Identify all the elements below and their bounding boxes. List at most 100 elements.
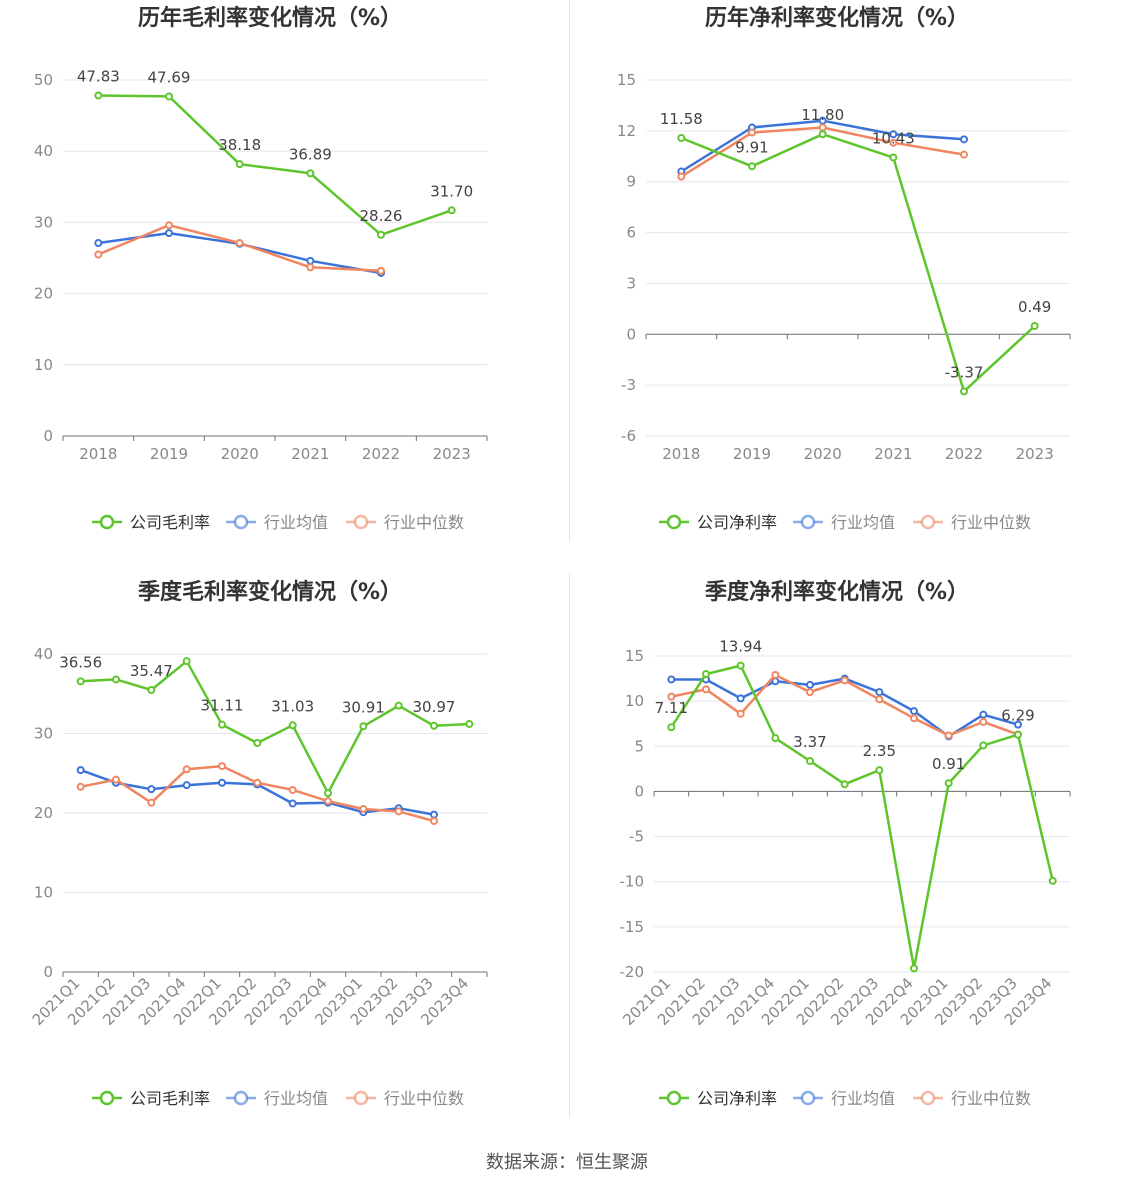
legend-label: 行业中位数 bbox=[384, 513, 464, 532]
data-point bbox=[465, 719, 474, 728]
data-point bbox=[306, 256, 315, 265]
legend-item: 公司净利率 bbox=[659, 1089, 777, 1108]
data-label: 31.11 bbox=[201, 697, 244, 715]
data-label: 2.35 bbox=[863, 742, 896, 760]
y-tick-label: 15 bbox=[617, 71, 636, 89]
data-point bbox=[889, 130, 898, 139]
y-tick-label: -20 bbox=[620, 963, 645, 981]
data-label: 11.80 bbox=[801, 106, 844, 124]
data-point bbox=[76, 677, 85, 686]
legend-label: 行业均值 bbox=[264, 513, 328, 532]
legend-item: 公司净利率 bbox=[659, 513, 777, 532]
data-point bbox=[840, 780, 849, 789]
series-line bbox=[80, 659, 470, 795]
x-tick-label: 2021 bbox=[291, 445, 329, 463]
y-tick-label: 50 bbox=[34, 71, 53, 89]
data-point bbox=[944, 731, 953, 740]
data-label: 30.91 bbox=[342, 698, 385, 716]
y-tick-label: 0 bbox=[626, 325, 636, 343]
legend-label: 行业均值 bbox=[831, 513, 895, 532]
legend-item: 行业中位数 bbox=[913, 513, 1031, 532]
data-point bbox=[748, 162, 756, 171]
data-point bbox=[218, 762, 226, 771]
data-label: 11.58 bbox=[660, 110, 703, 128]
legend-item: 行业均值 bbox=[226, 513, 328, 532]
data-point bbox=[960, 135, 968, 144]
data-point bbox=[736, 694, 745, 703]
chart-title: 季度净利率变化情况（%） bbox=[705, 579, 969, 605]
data-label: -3.37 bbox=[945, 363, 984, 381]
y-tick-label: -10 bbox=[620, 873, 645, 891]
data-point bbox=[306, 263, 315, 272]
data-point bbox=[76, 782, 85, 791]
data-point bbox=[253, 739, 262, 748]
data-label: 30.97 bbox=[413, 698, 456, 716]
data-point bbox=[377, 230, 385, 239]
legend-marker bbox=[353, 1090, 369, 1106]
legend-marker bbox=[233, 1090, 249, 1106]
data-point bbox=[1014, 730, 1022, 739]
data-point bbox=[748, 128, 756, 137]
x-tick-label: 2023 bbox=[433, 445, 471, 463]
data-point bbox=[889, 138, 898, 147]
data-point bbox=[910, 964, 918, 973]
x-tick-label: 2022 bbox=[945, 445, 983, 463]
data-point bbox=[702, 670, 710, 679]
data-point bbox=[94, 91, 103, 100]
chart-panel-quarterly-net-margin: 季度净利率变化情况（%） -20 -15 -10 -5 0 5 10 15 2021Q1 2021Q… bbox=[567, 574, 1134, 1148]
data-point bbox=[288, 785, 297, 794]
chart-panel-annual-net-margin: 历年净利率变化情况（%） -6 -3 0 3 6 9 12 15 2018 2019 2020 2021… bbox=[567, 0, 1134, 574]
data-label: 31.03 bbox=[271, 697, 314, 715]
data-point bbox=[818, 123, 827, 132]
data-point bbox=[818, 130, 827, 139]
data-point bbox=[147, 785, 156, 794]
data-point bbox=[979, 717, 988, 726]
data-point bbox=[306, 169, 315, 178]
data-point bbox=[806, 688, 814, 697]
data-label: 28.26 bbox=[360, 207, 403, 225]
legend-item: 公司毛利率 bbox=[92, 1089, 210, 1108]
legend-item: 行业中位数 bbox=[346, 513, 464, 532]
data-point bbox=[359, 805, 368, 814]
y-tick-label: 0 bbox=[43, 963, 53, 981]
y-tick-label: 6 bbox=[626, 224, 636, 242]
data-point bbox=[165, 229, 173, 238]
y-tick-label: 9 bbox=[626, 173, 636, 191]
data-point bbox=[702, 685, 710, 694]
data-point bbox=[94, 239, 103, 248]
chart-annual-net-margin: 历年净利率变化情况（%） -6 -3 0 3 6 9 12 15 2018 2019 2020 2021… bbox=[617, 5, 1071, 532]
data-point bbox=[1030, 321, 1039, 330]
legend-label: 行业中位数 bbox=[951, 1089, 1031, 1108]
data-point bbox=[806, 680, 814, 689]
y-tick-label: 30 bbox=[34, 725, 53, 743]
chart-panel-quarterly-gross-margin: 季度毛利率变化情况（%） 0 10 20 30 40 2021Q1 2021Q2 2021Q3 2… bbox=[0, 574, 567, 1148]
y-tick-label: -3 bbox=[621, 376, 636, 394]
x-tick-label: 2020 bbox=[221, 445, 259, 463]
legend-item: 行业中位数 bbox=[913, 1089, 1031, 1108]
legend-label: 公司净利率 bbox=[697, 513, 777, 532]
x-tick-label: 2022 bbox=[362, 445, 400, 463]
legend-marker bbox=[800, 1090, 816, 1106]
data-label: 6.29 bbox=[1001, 707, 1034, 725]
data-point bbox=[1014, 720, 1022, 729]
data-point bbox=[218, 720, 226, 729]
y-tick-label: 40 bbox=[34, 645, 53, 663]
legend-marker bbox=[233, 514, 249, 530]
data-point bbox=[165, 92, 173, 101]
data-point bbox=[288, 799, 297, 808]
data-point bbox=[806, 757, 814, 766]
y-tick-label: 15 bbox=[625, 647, 644, 665]
legend-marker bbox=[920, 1090, 936, 1106]
legend-label: 行业中位数 bbox=[384, 1089, 464, 1108]
data-label: 31.70 bbox=[430, 182, 473, 200]
data-point bbox=[430, 721, 438, 730]
data-point bbox=[960, 150, 968, 159]
data-point bbox=[253, 778, 262, 787]
data-point bbox=[76, 766, 85, 775]
data-point bbox=[182, 781, 191, 790]
data-point bbox=[359, 722, 368, 731]
legend-item: 公司毛利率 bbox=[92, 513, 210, 532]
legend-item: 行业均值 bbox=[793, 1089, 895, 1108]
data-point bbox=[1048, 876, 1057, 885]
data-point bbox=[979, 710, 988, 719]
